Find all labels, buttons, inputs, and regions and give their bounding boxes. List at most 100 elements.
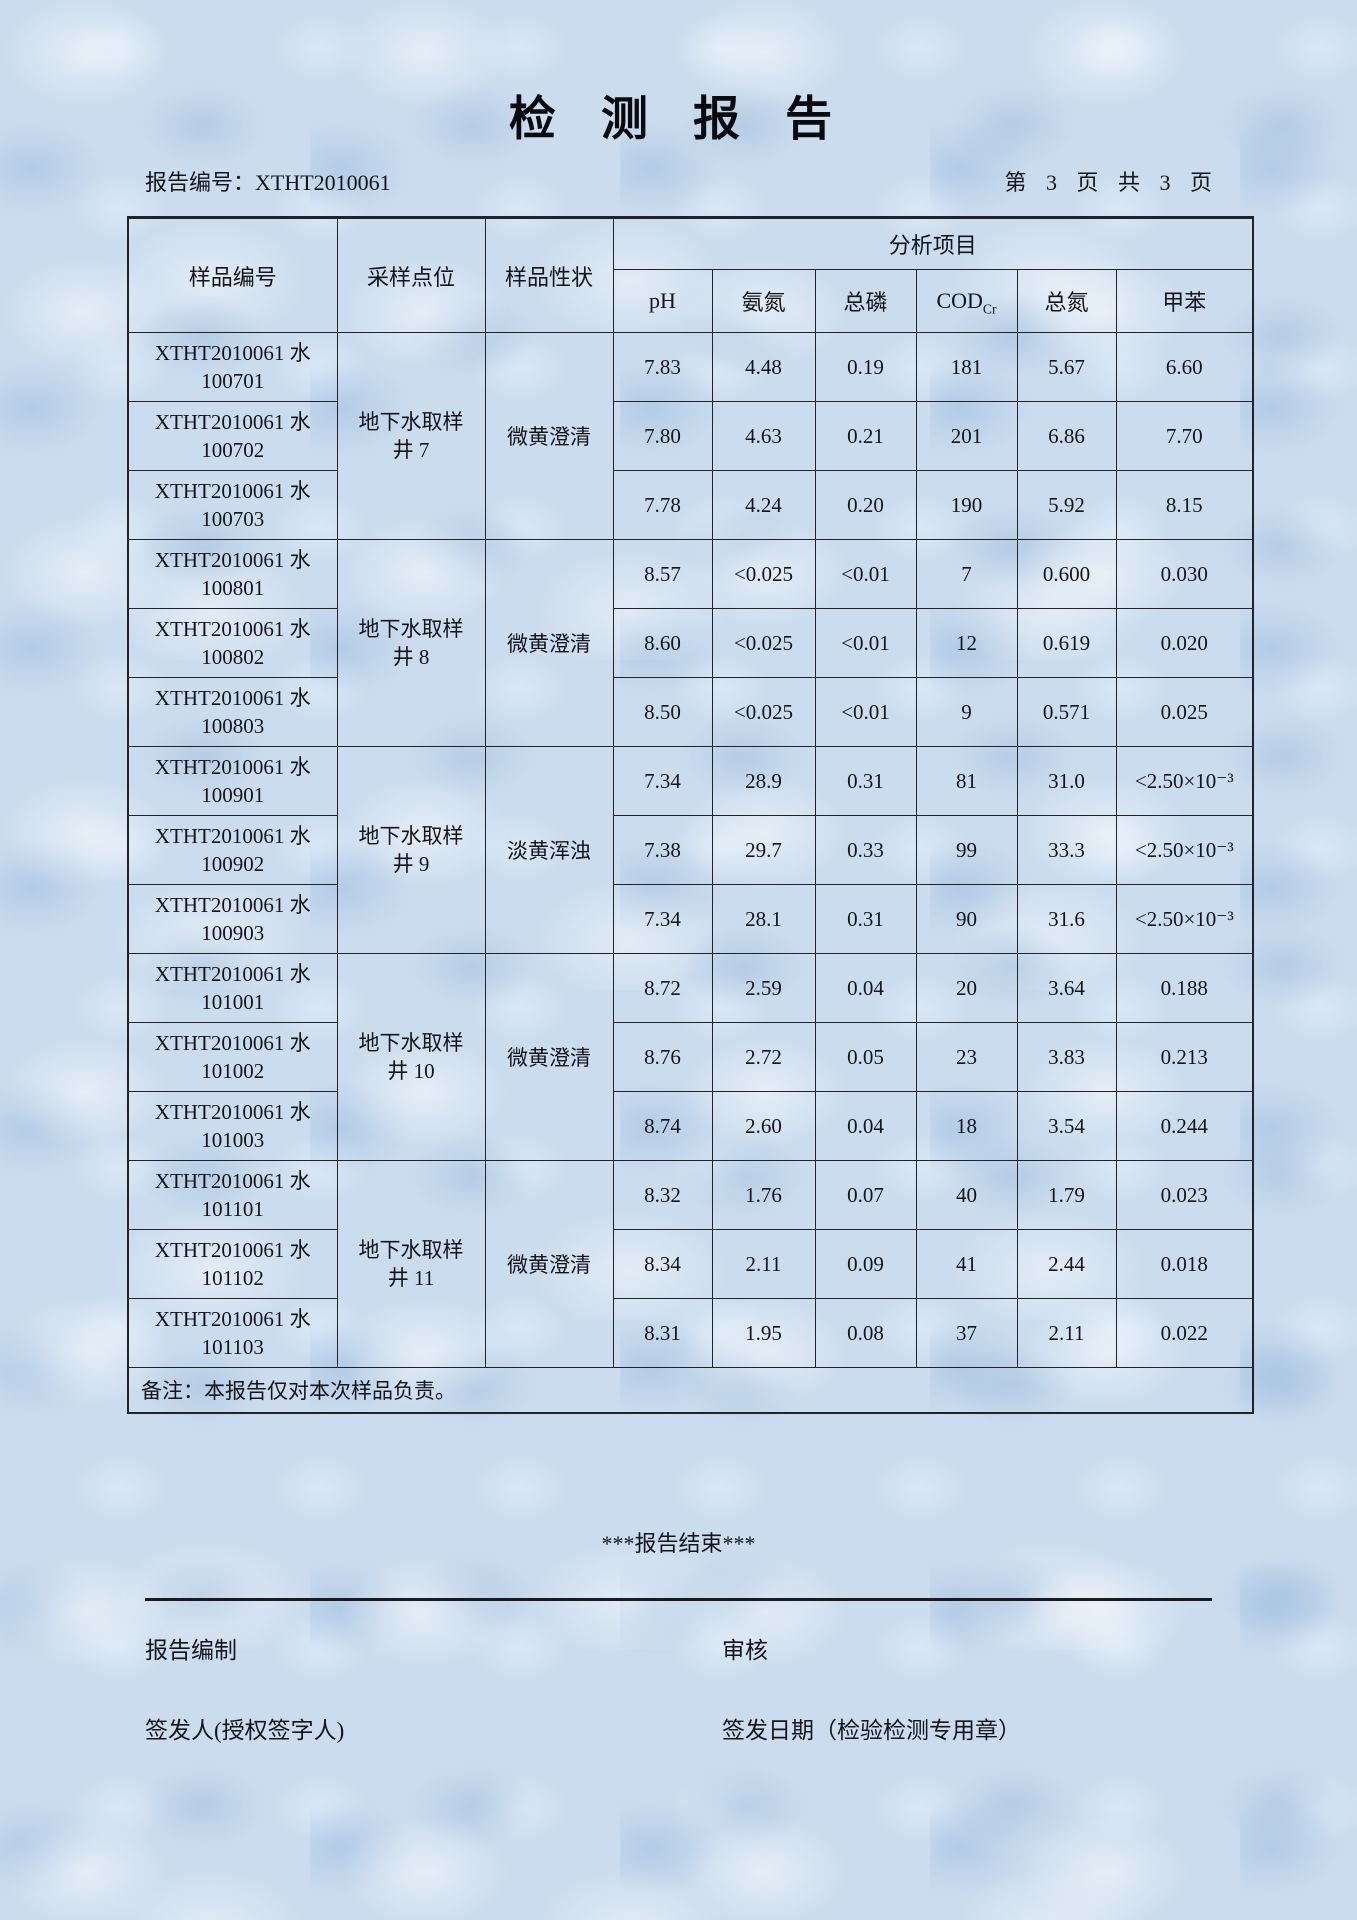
report-end-mark: ***报告结束*** [601,1531,756,1556]
issue-date-label: 签发日期（检验检测专用章） [722,1718,1021,1743]
report-number-value: XTHT2010061 [255,170,391,195]
table-row: XTHT2010061 水 100903 7.34 28.1 0.31 90 31.6 <2… [127,884,1254,954]
sample-id-cell: XTHT2010061 水 100901 [127,746,338,816]
analysis-value-cell: <0.01 [814,608,917,678]
prepared-by-label: 报告编制 [145,1638,237,1663]
analysis-value-cell: 0.07 [814,1160,917,1230]
sample-id-cell: XTHT2010061 水 100902 [127,815,338,885]
analysis-value-cell: 0.018 [1115,1229,1254,1299]
analysis-value-cell: 2.72 [711,1022,816,1092]
table-header-row-1: 样品编号 采样点位 样品性状 分析项目 [127,217,1254,333]
table-row: XTHT2010061 水 100803 8.50 <0.025 <0.01 9 0.57… [127,677,1254,747]
analysis-value-cell: 0.04 [814,1091,917,1161]
analysis-value-cell: 8.15 [1115,470,1254,540]
sample-id-cell: XTHT2010061 水 100803 [127,677,338,747]
analysis-value-cell: 90 [915,884,1018,954]
analysis-value-cell: 7.34 [612,746,713,816]
analysis-value-cell: 8.72 [612,953,713,1023]
analysis-value-cell: 0.030 [1115,539,1254,609]
analysis-value-cell: 5.92 [1016,470,1117,540]
analysis-value-cell: 40 [915,1160,1018,1230]
analysis-value-cell: 12 [915,608,1018,678]
col-header-ammonia-label: 氨氮 [741,290,786,315]
col-header-ammonia-nitrogen: 氨氮 [711,269,816,333]
analysis-value-cell: 3.64 [1016,953,1117,1023]
analysis-value-cell: 1.76 [711,1160,816,1230]
analysis-value-cell: 0.21 [814,401,917,471]
table-row: XTHT2010061 水 101002 8.76 2.72 0.05 23 3.83 0.… [127,1022,1254,1092]
analysis-value-cell: 8.32 [612,1160,713,1230]
sample-property-cell: 微黄澄清 [484,953,614,1161]
table-row: XTHT2010061 水 100802 8.60 <0.025 <0.01 12 0.6… [127,608,1254,678]
analysis-value-cell: 41 [915,1229,1018,1299]
analysis-value-cell: 201 [915,401,1018,471]
col-header-cod-label: COD [936,288,983,313]
sample-property-cell: 微黄澄清 [484,332,614,540]
analysis-value-cell: 3.83 [1016,1022,1117,1092]
analysis-value-cell: 3.54 [1016,1091,1117,1161]
analysis-value-cell: 2.11 [711,1229,816,1299]
sampling-point-cell: 地下水取样 井 7 [336,332,486,540]
analysis-value-cell: 2.59 [711,953,816,1023]
sample-id-cell: XTHT2010061 水 100801 [127,539,338,609]
analysis-value-cell: 28.9 [711,746,816,816]
analysis-value-cell: 2.44 [1016,1229,1117,1299]
sample-id-cell: XTHT2010061 水 101102 [127,1229,338,1299]
table-note-row: 备注：本报告仅对本次样品负责。 [127,1367,1254,1414]
analysis-value-cell: 0.05 [814,1022,917,1092]
sample-id-cell: XTHT2010061 水 101001 [127,953,338,1023]
table-row: XTHT2010061 水 101003 8.74 2.60 0.04 18 3.54 0.… [127,1091,1254,1161]
col-header-cod-cr: CODCr [915,269,1018,333]
page-title: 检 测 报 告 [508,92,849,145]
analysis-value-cell: 23 [915,1022,1018,1092]
analysis-value-cell: 0.600 [1016,539,1117,609]
analysis-value-cell: 181 [915,332,1018,402]
analysis-value-cell: <2.50×10⁻³ [1115,815,1254,885]
analysis-value-cell: 7.80 [612,401,713,471]
analysis-value-cell: 7.78 [612,470,713,540]
analysis-value-cell: 0.20 [814,470,917,540]
analysis-value-cell: <2.50×10⁻³ [1115,746,1254,816]
page-indicator: 第 3 页 共 3 页 [1004,170,1212,195]
analysis-value-cell: 18 [915,1091,1018,1161]
analysis-value-cell: 0.571 [1016,677,1117,747]
sampling-point-cell: 地下水取样 井 8 [336,539,486,747]
report-number-label: 报告编号： [145,170,256,195]
analysis-value-cell: 0.19 [814,332,917,402]
sample-id-cell: XTHT2010061 水 100701 [127,332,338,402]
analysis-value-cell: 0.213 [1115,1022,1254,1092]
analysis-value-cell: 6.60 [1115,332,1254,402]
analysis-value-cell: 8.57 [612,539,713,609]
analysis-value-cell: 33.3 [1016,815,1117,885]
analysis-value-cell: 8.76 [612,1022,713,1092]
analysis-value-cell: 0.04 [814,953,917,1023]
col-header-toluene-label: 甲苯 [1162,290,1207,315]
table-row: XTHT2010061 水 101101 地下水取样 井 11 微黄澄清 8.32 1.… [127,1160,1254,1368]
analysis-table: 样品编号 采样点位 样品性状 分析项目 pH 氨氮 总磷 CODCr 总氮 甲苯… [127,216,1255,1414]
analysis-value-cell: 9 [915,677,1018,747]
report-meta: 报告编号：XTHT2010061 第 3 页 共 3 页 [145,165,1212,197]
analysis-value-cell: <0.025 [711,677,816,747]
col-header-sample-id: 样品编号 [127,217,338,333]
analysis-value-cell: 0.33 [814,815,917,885]
analysis-value-cell: <0.01 [814,539,917,609]
sample-id-cell: XTHT2010061 水 101003 [127,1091,338,1161]
analysis-value-cell: 0.244 [1115,1091,1254,1161]
table-row: XTHT2010061 水 101103 8.31 1.95 0.08 37 2.11 0.… [127,1298,1254,1368]
table-row: XTHT2010061 水 100902 7.38 29.7 0.33 99 33.3 <2… [127,815,1254,885]
col-header-toluene: 甲苯 [1115,269,1254,333]
analysis-value-cell: 5.67 [1016,332,1117,402]
issuer-label: 签发人(授权签字人) [145,1718,345,1743]
analysis-value-cell: 8.74 [612,1091,713,1161]
sampling-point-cell: 地下水取样 井 9 [336,746,486,954]
analysis-value-cell: 0.020 [1115,608,1254,678]
table-row: XTHT2010061 水 100703 7.78 4.24 0.20 190 5.92 8… [127,470,1254,540]
analysis-value-cell: 6.86 [1016,401,1117,471]
analysis-value-cell: 2.11 [1016,1298,1117,1368]
analysis-value-cell: <0.01 [814,677,917,747]
col-header-total-phosphorus: 总磷 [814,269,917,333]
analysis-value-cell: 28.1 [711,884,816,954]
sampling-point-cell: 地下水取样 井 11 [336,1160,486,1368]
sample-property-cell: 微黄澄清 [484,539,614,747]
